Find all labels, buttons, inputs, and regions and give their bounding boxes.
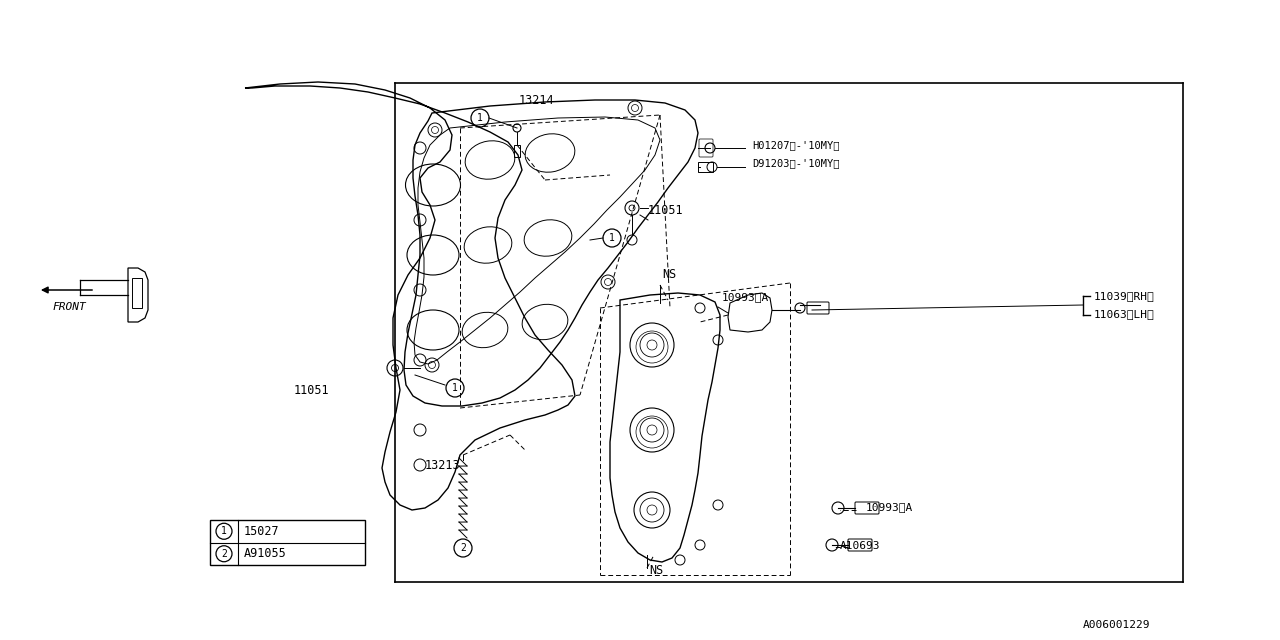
Text: 1: 1 xyxy=(477,113,483,123)
Bar xyxy=(698,162,713,172)
Text: A006001229: A006001229 xyxy=(1083,620,1149,630)
Text: 2: 2 xyxy=(460,543,466,553)
Text: A91055: A91055 xyxy=(244,547,287,560)
Text: 1: 1 xyxy=(221,526,227,536)
Text: NS: NS xyxy=(649,564,663,577)
Bar xyxy=(132,278,142,308)
Text: A10693: A10693 xyxy=(840,541,881,551)
Text: 11063〈LH〉: 11063〈LH〉 xyxy=(1094,309,1155,319)
Text: 11051: 11051 xyxy=(648,204,684,216)
Text: 10993＊A: 10993＊A xyxy=(722,292,769,302)
Text: 11039〈RH〉: 11039〈RH〉 xyxy=(1094,291,1155,301)
Text: 1: 1 xyxy=(452,383,458,393)
Text: 10993＊A: 10993＊A xyxy=(867,502,913,512)
Text: 1: 1 xyxy=(609,233,614,243)
Bar xyxy=(210,520,365,565)
Text: H01207（-'10MY）: H01207（-'10MY） xyxy=(753,140,840,150)
Bar xyxy=(515,145,520,157)
Text: 13214: 13214 xyxy=(518,93,554,106)
Text: 11051: 11051 xyxy=(294,383,330,397)
Text: 15027: 15027 xyxy=(244,525,279,538)
Text: D91203（-'10MY）: D91203（-'10MY） xyxy=(753,158,840,168)
Text: NS: NS xyxy=(662,268,676,280)
Text: 2: 2 xyxy=(221,548,227,559)
Text: FRONT: FRONT xyxy=(52,302,86,312)
Text: 13213: 13213 xyxy=(425,458,461,472)
